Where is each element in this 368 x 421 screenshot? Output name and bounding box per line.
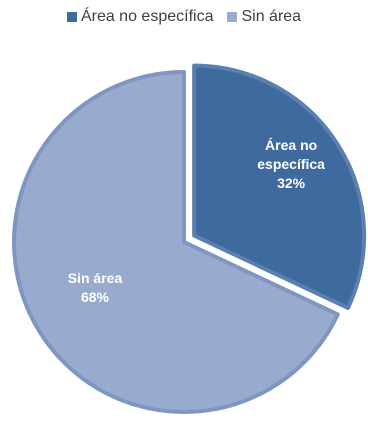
chart-legend: Área no específica Sin área	[0, 8, 368, 26]
legend-swatch-sin-area	[227, 12, 238, 22]
slice-label-0-line-2: 32%	[277, 175, 306, 191]
slice-label-0-line-1: específica	[257, 156, 325, 172]
legend-label-sin-area: Sin área	[241, 8, 302, 25]
slice-label-0-line-0: Área no	[265, 137, 317, 153]
legend-item-sin-area: Sin área	[227, 8, 301, 26]
legend-label-area-no-especifica: Área no específica	[80, 8, 214, 25]
pie-slice-1	[12, 70, 340, 414]
pie-slice-0	[192, 63, 367, 310]
slice-label-1-line-1: 68%	[81, 289, 110, 305]
legend-item-area-no-especifica: Área no específica	[66, 8, 214, 26]
pie-labels: Área no específica 32% Sin área 68%	[68, 137, 325, 305]
legend-swatch-area-no-especifica	[66, 12, 77, 22]
slice-label-1-line-0: Sin área	[68, 270, 123, 286]
pie-slices	[12, 63, 367, 414]
